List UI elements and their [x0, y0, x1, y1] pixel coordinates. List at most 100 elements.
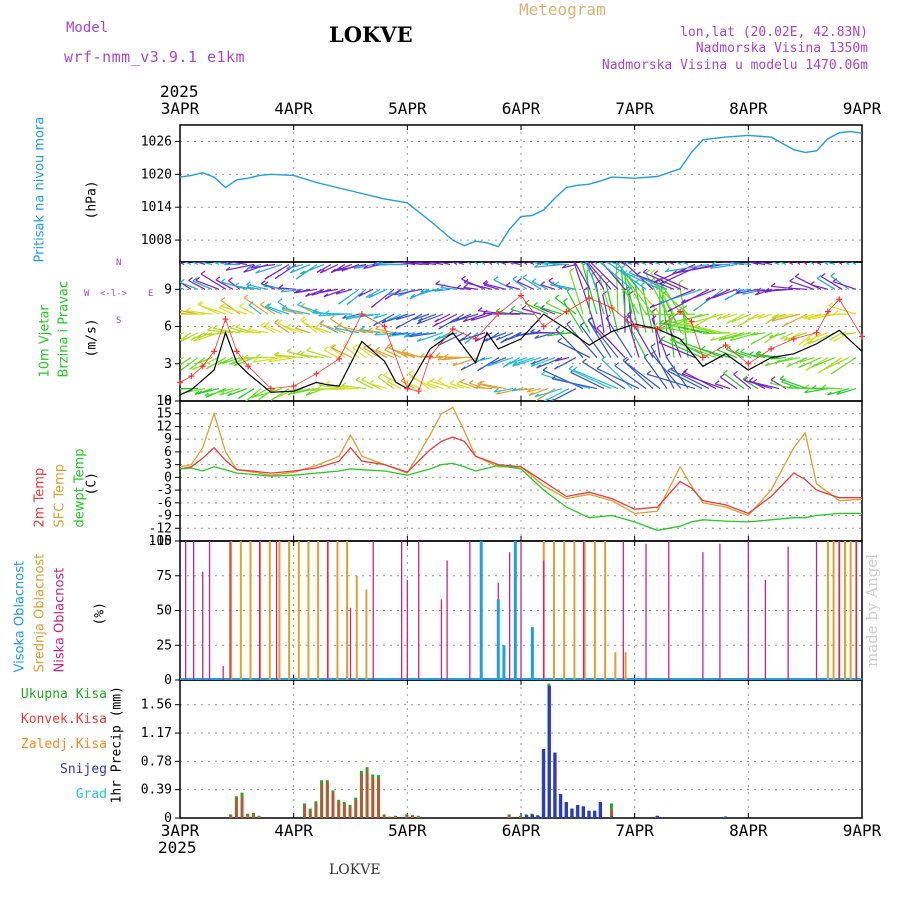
- wind-arrow: [566, 290, 591, 334]
- wind-arrow: [804, 387, 829, 394]
- wind-arrow-head: [501, 257, 505, 260]
- wind-arrow: [388, 332, 416, 337]
- wind-arrow-head: [681, 330, 687, 335]
- wind-arrow: [506, 356, 528, 366]
- wind-arrow: [286, 263, 304, 270]
- wind-arrow-head: [311, 291, 317, 296]
- wind-arrow-head: [711, 262, 717, 265]
- wind-arrow-head: [293, 289, 299, 294]
- compass-s: S: [116, 316, 122, 326]
- wind-arrow-head: [335, 290, 341, 295]
- wind-arrow: [454, 262, 465, 266]
- wind-arrow-head: [329, 315, 335, 320]
- wind-arrow: [752, 381, 780, 390]
- wind-arrow: [495, 332, 514, 341]
- snow-bar: [724, 816, 728, 818]
- wind-arrow-head: [194, 390, 200, 395]
- wind-arrow-head: [742, 375, 748, 380]
- wind-arrow: [795, 262, 801, 265]
- wind-arrow-head: [545, 262, 548, 264]
- wind-arrow: [776, 356, 801, 364]
- wind-arrow: [832, 281, 857, 290]
- wind-arrow: [540, 284, 556, 290]
- compass-w: W: [84, 289, 90, 299]
- wind-arrow-head: [651, 315, 657, 320]
- wind-arrow-head: [614, 256, 618, 259]
- dewpt-line: [179, 462, 862, 532]
- snow-bar: [599, 802, 603, 818]
- wind-arrow-head: [346, 301, 352, 305]
- wind-arrow: [320, 263, 339, 274]
- wind-arrow-head: [410, 293, 416, 298]
- wind-arrow-head: [318, 312, 323, 317]
- wind-arrow-head: [400, 377, 406, 382]
- wind-arrow-head: [158, 315, 162, 318]
- wind-arrow-head: [779, 375, 785, 380]
- wind-arrow: [731, 262, 752, 266]
- wind-arrow: [452, 356, 479, 367]
- wind-arrow: [375, 328, 395, 334]
- wind-arrow-head: [286, 265, 291, 270]
- wind-arrow: [545, 262, 570, 266]
- wind-arrow: [194, 388, 220, 395]
- wind-arrow: [186, 310, 213, 315]
- wind-arrow-head: [802, 342, 808, 347]
- wind-arrow-head: [680, 299, 686, 304]
- ytick-label: 1020: [141, 167, 172, 182]
- wind-arrow-head: [464, 339, 470, 344]
- wind-arrow: [566, 323, 598, 358]
- wind-arrow-head: [277, 319, 283, 324]
- wind-arrow: [483, 332, 507, 342]
- wind-arrow: [459, 332, 486, 342]
- wind-arrow-head: [196, 335, 202, 340]
- wind-arrow: [757, 313, 773, 320]
- wind-arrow-head: [551, 375, 557, 380]
- wind-arrow: [384, 349, 402, 359]
- wind-arrow-head: [663, 319, 668, 324]
- wind-arrow-head: [255, 353, 261, 358]
- wind-arrow: [781, 381, 801, 390]
- wind-arrow-head: [189, 256, 193, 259]
- wind-arrow-head: [587, 316, 593, 321]
- wind-arrow: [319, 323, 346, 334]
- wind-arrow: [483, 282, 507, 290]
- wind-arrow-head: [683, 368, 688, 373]
- wind-arrow-head: [554, 231, 558, 234]
- ytick-label: 1014: [141, 200, 172, 215]
- wind-arrow-head: [705, 296, 711, 301]
- conv-precip-bar: [377, 778, 380, 818]
- wind-arrow: [650, 272, 675, 315]
- wind-arrow-head: [258, 396, 264, 400]
- gust-marker: [404, 385, 411, 392]
- gust-marker: [688, 318, 695, 325]
- wind-arrow-head: [634, 279, 639, 284]
- wind-arrow-head: [430, 377, 435, 382]
- wind-arrow-head: [583, 287, 588, 291]
- wind-arrow-head: [301, 318, 307, 323]
- wind-arrow: [505, 285, 521, 290]
- wind-arrow-head: [341, 382, 347, 387]
- wind-arrow: [219, 388, 241, 396]
- wind-arrow: [827, 388, 850, 396]
- wind-arrow-head: [456, 284, 462, 289]
- wind-arrow: [180, 262, 185, 266]
- wind-arrow: [480, 383, 507, 390]
- wind-arrow-head: [786, 363, 791, 368]
- wind-arrow-head: [526, 388, 532, 393]
- wind-arrow: [355, 379, 374, 390]
- wind-arrow-head: [323, 346, 329, 351]
- wind-arrow-head: [645, 269, 651, 274]
- wind-arrow-head: [550, 398, 555, 401]
- wind-arrow-head: [434, 318, 440, 323]
- gust-marker: [449, 326, 456, 333]
- ytick-label: 0: [164, 811, 172, 826]
- wind-arrow-head: [524, 299, 530, 304]
- wind-arrow-head: [817, 369, 823, 374]
- wind-arrow: [358, 329, 374, 334]
- xtick-label-top: 4APR: [274, 99, 313, 118]
- wind-arrow: [534, 332, 556, 339]
- wind-arrow-head: [345, 315, 351, 320]
- wind-arrow: [650, 280, 689, 315]
- wind-arrow-head: [601, 356, 607, 360]
- wind-arrow: [227, 388, 248, 397]
